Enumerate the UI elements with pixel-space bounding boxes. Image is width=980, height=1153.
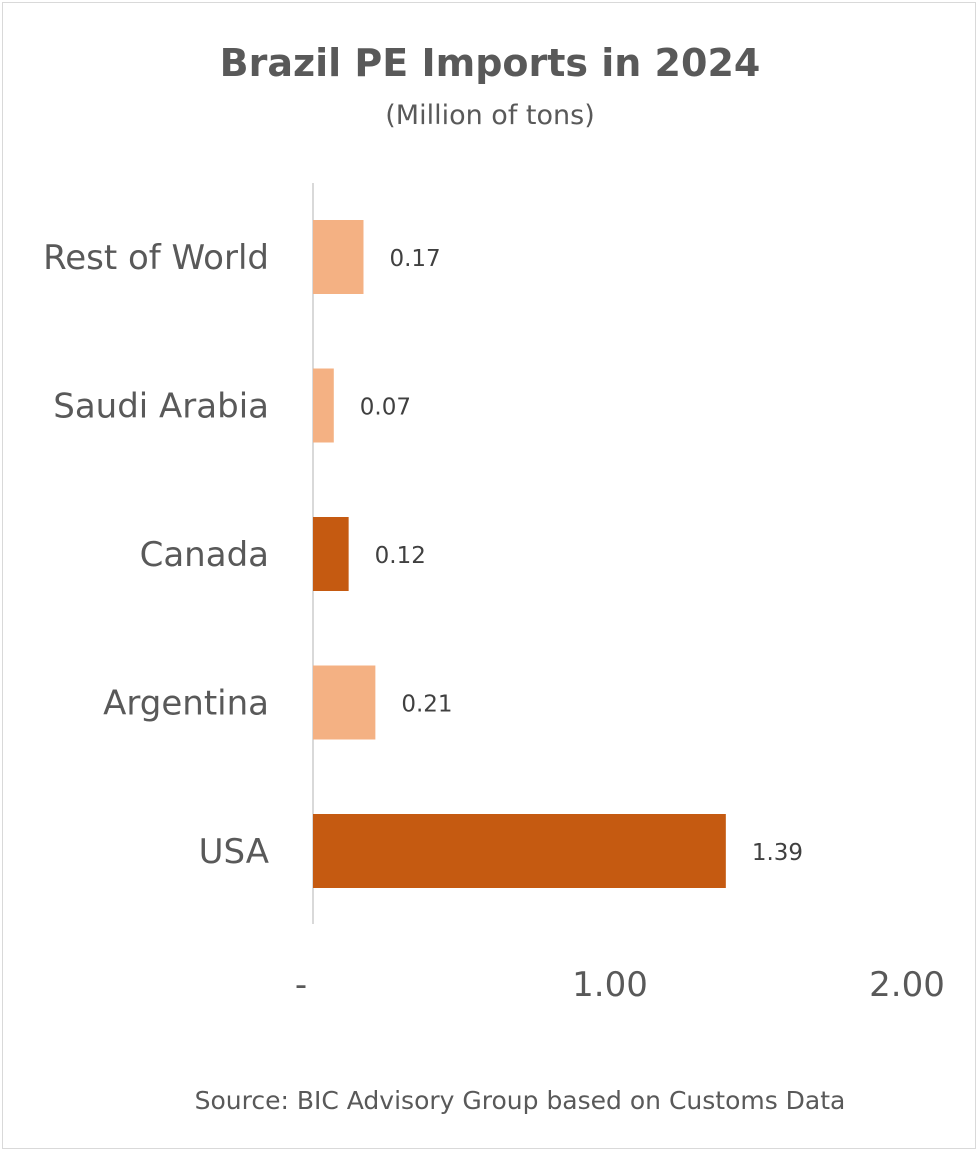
bar-rest-of-world	[313, 220, 364, 294]
data-label-saudi-arabia: 0.07	[360, 395, 411, 421]
category-labels: Rest of World Saudi Arabia Canada Argentina…	[43, 238, 269, 872]
chart-title: Brazil PE Imports in 2024	[220, 41, 761, 85]
source-note: Source: BIC Advisory Group based on Cust…	[195, 1086, 846, 1115]
category-label-argentina: Argentina	[103, 684, 269, 724]
x-tick-label-0: -	[295, 965, 307, 1005]
x-axis-ticks: - 1.00 2.00	[295, 965, 945, 1005]
data-label-rest-of-world: 0.17	[389, 246, 440, 272]
x-tick-label-1: 1.00	[572, 965, 648, 1005]
data-label-argentina: 0.21	[401, 692, 452, 718]
x-tick-label-2: 2.00	[869, 965, 945, 1005]
data-label-canada: 0.12	[375, 543, 426, 569]
chart-subtitle: (Million of tons)	[385, 100, 594, 131]
data-labels: 0.17 0.07 0.12 0.21 1.39	[360, 246, 803, 866]
category-label-usa: USA	[199, 832, 269, 872]
bar-argentina	[313, 665, 376, 740]
category-label-canada: Canada	[140, 535, 269, 575]
bar-saudi-arabia	[313, 368, 334, 443]
category-label-rest-of-world: Rest of World	[43, 238, 269, 278]
bar-usa	[313, 814, 726, 888]
data-label-usa: 1.39	[752, 840, 803, 866]
bars-group	[313, 220, 726, 888]
bar-canada	[313, 517, 349, 591]
category-label-saudi-arabia: Saudi Arabia	[53, 387, 269, 427]
